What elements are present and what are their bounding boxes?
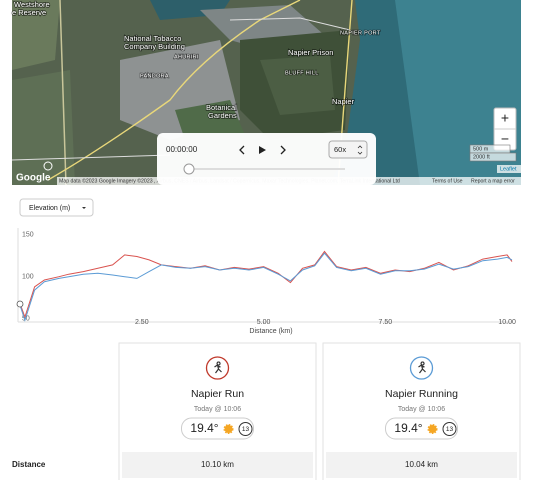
row-bg bbox=[122, 452, 313, 478]
sun-icon bbox=[223, 424, 234, 434]
map-label: PANDORA bbox=[140, 73, 169, 79]
zoom-in[interactable]: + bbox=[501, 110, 509, 126]
x-tick-label: 5.00 bbox=[257, 319, 271, 326]
activity-name: Napier Running bbox=[385, 388, 458, 400]
runner-icon bbox=[214, 361, 222, 374]
map-label: Napier bbox=[332, 97, 355, 106]
zoom-control: + − bbox=[493, 107, 517, 151]
runner-icon bbox=[418, 361, 426, 374]
map-label: BLUFF HILL bbox=[285, 70, 319, 76]
wind-badge bbox=[442, 422, 457, 436]
map-label: Company Building bbox=[124, 42, 185, 51]
playback: 00:00:00 60x bbox=[157, 133, 376, 185]
elevation-line bbox=[19, 250, 513, 319]
playback-time: 00:00:00 bbox=[166, 145, 198, 154]
prev-button[interactable] bbox=[239, 145, 245, 155]
activity-name: Napier Run bbox=[191, 388, 244, 400]
slider-knob[interactable] bbox=[183, 163, 195, 175]
temperature: 19.4° bbox=[190, 421, 218, 435]
start-marker bbox=[16, 300, 24, 308]
activity-time: Today @ 10:06 bbox=[398, 406, 445, 413]
leaflet-link[interactable]: Leaflet bbox=[500, 166, 517, 172]
map: Westshore e Reserve National Tobacco Com… bbox=[11, 0, 521, 186]
map-label: National Tobacco bbox=[124, 34, 181, 43]
wind-speed: 13 bbox=[446, 426, 454, 433]
row-bg bbox=[326, 452, 517, 478]
weather-pill bbox=[181, 417, 254, 440]
x-tick-label: 7.50 bbox=[379, 319, 393, 326]
map-label: Gardens bbox=[208, 111, 237, 120]
distance-value: 10.10 km bbox=[201, 460, 234, 469]
distance-value: 10.04 km bbox=[405, 460, 438, 469]
elevation-line bbox=[19, 252, 513, 322]
wind-badge bbox=[238, 422, 253, 436]
metric-dropdown[interactable]: Elevation (m) bbox=[19, 198, 94, 217]
activity-icon bbox=[205, 356, 230, 380]
report-link[interactable]: Report a map error bbox=[471, 178, 515, 184]
map-label: AHURIRI bbox=[174, 54, 199, 60]
row-label: Distance bbox=[12, 460, 46, 469]
wind-speed: 13 bbox=[242, 426, 250, 433]
y-tick-label: 50 bbox=[22, 315, 30, 322]
map-label: e Reserve bbox=[12, 8, 46, 17]
speed-select[interactable] bbox=[328, 140, 368, 159]
x-axis-label: Distance (km) bbox=[249, 328, 292, 335]
google-logo: Google bbox=[16, 173, 51, 184]
y-tick-label: 150 bbox=[22, 232, 34, 239]
map-label: Napier Prison bbox=[288, 48, 333, 57]
weather-pill bbox=[385, 417, 458, 440]
activity-icon bbox=[409, 356, 434, 380]
sun-icon bbox=[427, 424, 438, 434]
activity-cards: Napier Run Today @ 10:06 19.4° 13 10.10 km Na… bbox=[118, 342, 521, 480]
map-label: Westshore bbox=[14, 0, 50, 9]
elevation-chart: 50 100 150 2.50 5.00 7.50 10.00 Distance (km) bbox=[16, 228, 516, 335]
map-label: Botanical bbox=[206, 103, 237, 112]
scale-metric: 500 m bbox=[473, 146, 489, 152]
activity-time: Today @ 10:06 bbox=[194, 406, 241, 413]
scale-imperial: 2000 ft bbox=[473, 154, 490, 160]
x-tick-label: 2.50 bbox=[135, 319, 149, 326]
temperature: 19.4° bbox=[394, 421, 422, 435]
speed-value: 60x bbox=[334, 145, 346, 154]
map-label: NAPIER PORT bbox=[340, 30, 381, 36]
zoom-out[interactable]: − bbox=[501, 131, 509, 147]
terms-link[interactable]: Terms of Use bbox=[432, 178, 463, 184]
dropdown-label: Elevation (m) bbox=[29, 205, 70, 212]
x-tick-label: 10.00 bbox=[498, 319, 516, 326]
y-tick-label: 100 bbox=[22, 274, 34, 281]
next-button[interactable] bbox=[280, 145, 286, 155]
play-button[interactable] bbox=[259, 146, 266, 154]
